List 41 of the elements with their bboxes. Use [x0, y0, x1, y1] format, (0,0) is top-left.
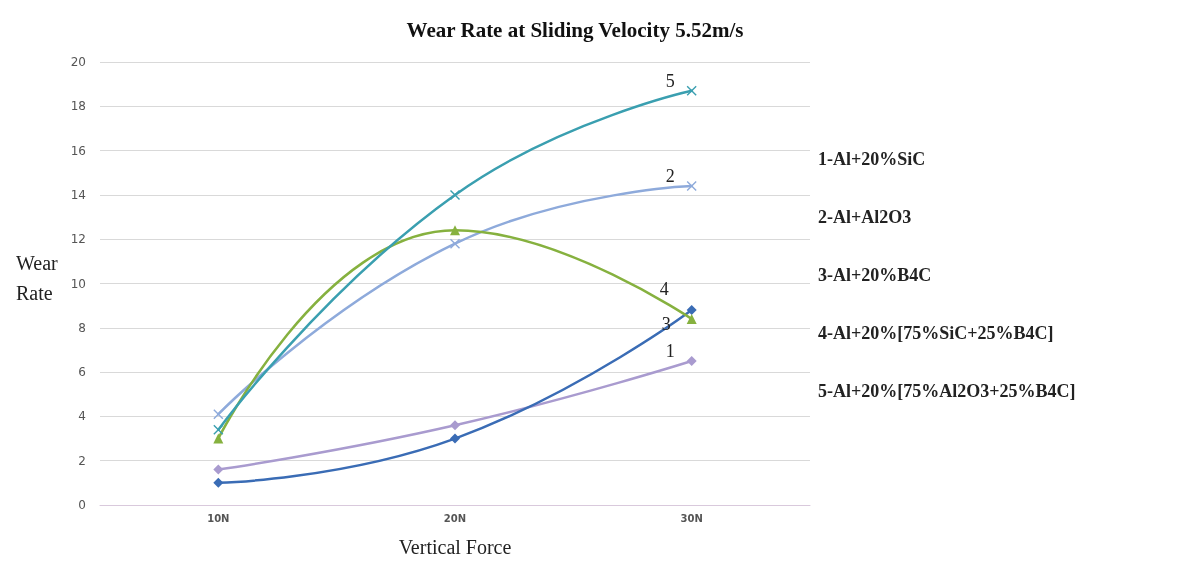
point — [213, 409, 224, 420]
point — [686, 85, 697, 96]
point — [450, 189, 460, 200]
y-tick-label: 4 — [78, 409, 86, 424]
y-tick-label: 0 — [78, 498, 86, 512]
text: 5-Al+20%[75%Al2O3+25%B4C] — [818, 381, 1076, 401]
y-tick-label: 6 — [78, 365, 86, 380]
x-tick-label: 30N — [680, 512, 703, 524]
y-tick-label: 2 — [78, 453, 86, 468]
point — [686, 181, 697, 192]
text: 3-Al+20%B4C — [818, 265, 932, 285]
text: 4-Al+20%[75%SiC+25%B4C] — [818, 323, 1054, 343]
point — [450, 238, 460, 249]
series-label: 1 — [665, 341, 675, 362]
point — [213, 464, 224, 475]
point — [213, 477, 224, 488]
y-tick-label: 14 — [70, 187, 86, 202]
y-tick-label: 10 — [70, 276, 86, 291]
point — [686, 313, 697, 324]
series-label: 2 — [665, 166, 675, 187]
series-label: 5 — [665, 70, 675, 91]
y-tick-label: 8 — [78, 320, 86, 335]
chart-title: Wear Rate at Sliding Velocity 5.52m/s — [406, 17, 744, 42]
point — [213, 433, 224, 444]
point — [686, 305, 697, 316]
y-tick-label: 18 — [70, 99, 86, 114]
x-axis-title: Vertical Force — [398, 536, 512, 558]
series-label: 4 — [659, 278, 669, 299]
text: 2-Al+Al2O3 — [818, 207, 912, 227]
y-axis-title: Wear Rate — [16, 252, 59, 304]
point — [450, 420, 460, 431]
y-tick-label: 12 — [70, 232, 86, 247]
x-tick-label: 20N — [443, 512, 467, 524]
point — [213, 424, 224, 435]
y-tick-label: 16 — [70, 143, 86, 158]
point — [686, 356, 697, 367]
point — [450, 433, 460, 444]
point — [450, 225, 460, 236]
y-tick-label: 20 — [70, 55, 86, 69]
text: 1-Al+20%SiC — [818, 149, 926, 169]
x-tick-label: 10N — [207, 512, 230, 524]
